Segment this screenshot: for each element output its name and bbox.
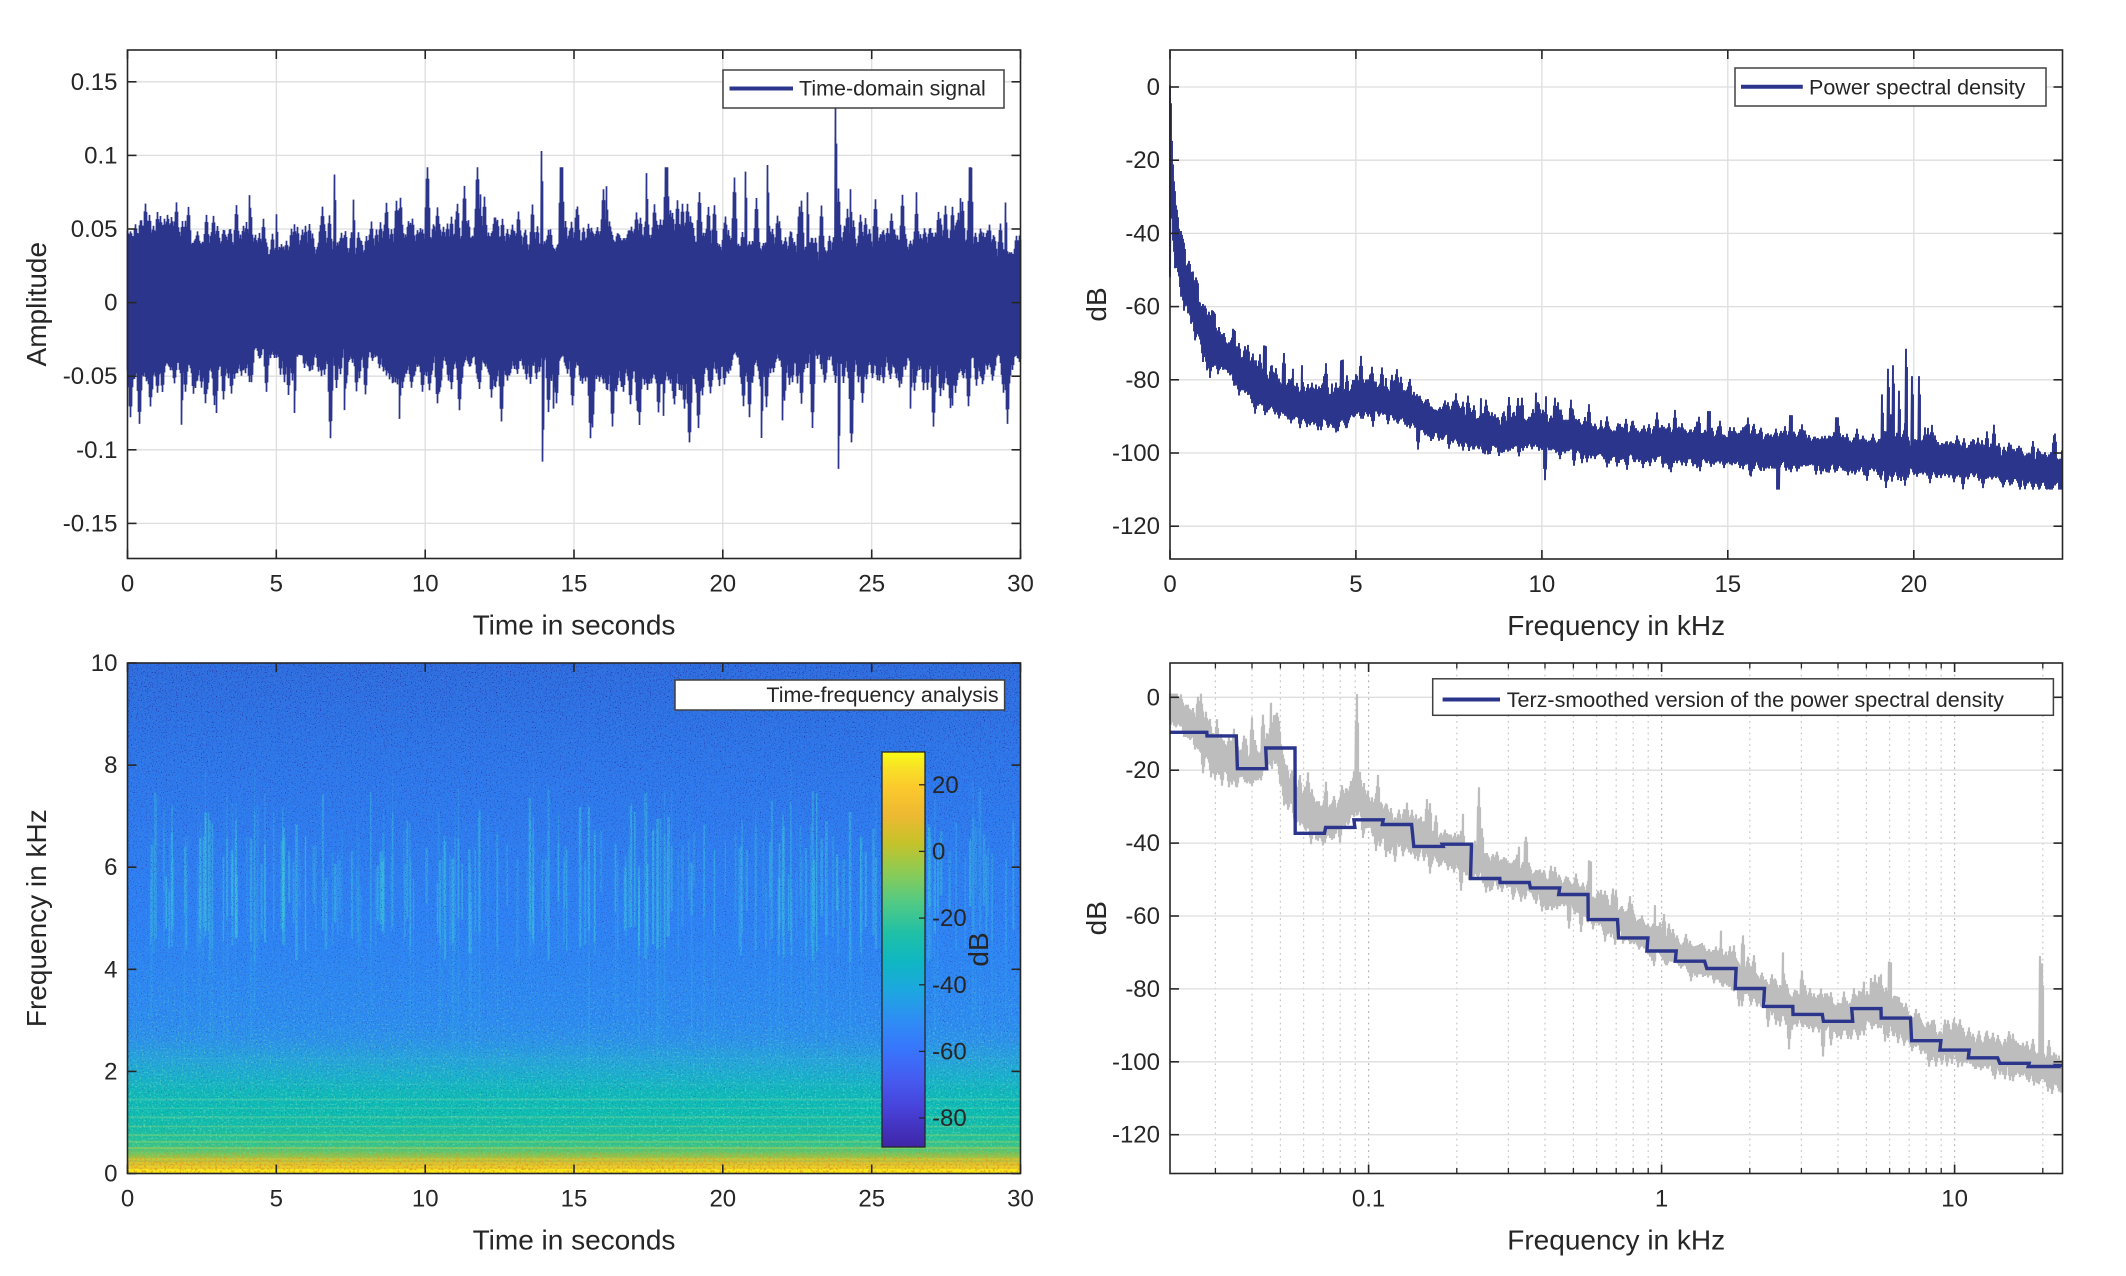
svg-text:-80: -80 [1125, 367, 1160, 394]
svg-text:-20: -20 [932, 905, 967, 932]
svg-text:-60: -60 [1125, 294, 1160, 321]
svg-text:0.15: 0.15 [71, 69, 118, 96]
svg-text:10: 10 [412, 571, 439, 598]
svg-text:5: 5 [270, 571, 283, 598]
svg-text:20: 20 [709, 571, 736, 598]
svg-text:Frequency in kHz: Frequency in kHz [1507, 1225, 1725, 1256]
svg-text:0: 0 [121, 571, 134, 598]
svg-text:-0.15: -0.15 [63, 510, 118, 537]
svg-text:2: 2 [104, 1058, 117, 1085]
svg-text:1: 1 [1655, 1186, 1668, 1213]
svg-text:10: 10 [91, 650, 118, 677]
svg-text:dB: dB [963, 932, 994, 966]
svg-text:10: 10 [1941, 1186, 1968, 1213]
svg-text:-20: -20 [1125, 757, 1160, 784]
svg-text:-40: -40 [1125, 220, 1160, 247]
svg-text:Time-frequency analysis: Time-frequency analysis [766, 683, 998, 707]
svg-text:4: 4 [104, 956, 117, 983]
svg-text:0: 0 [104, 290, 117, 317]
svg-text:5: 5 [270, 1186, 283, 1213]
svg-text:Frequency in kHz: Frequency in kHz [21, 809, 52, 1027]
svg-text:0: 0 [932, 838, 945, 865]
svg-text:0: 0 [1147, 74, 1160, 101]
svg-text:15: 15 [1714, 571, 1741, 598]
svg-text:Power spectral density: Power spectral density [1809, 75, 2026, 99]
svg-text:-40: -40 [1125, 830, 1160, 857]
svg-text:15: 15 [561, 571, 588, 598]
svg-text:0: 0 [1163, 571, 1176, 598]
svg-text:0.1: 0.1 [84, 142, 117, 169]
svg-text:Time in seconds: Time in seconds [473, 610, 676, 641]
svg-text:-40: -40 [932, 972, 967, 999]
svg-text:-120: -120 [1112, 1122, 1160, 1149]
svg-text:0: 0 [121, 1186, 134, 1213]
svg-text:25: 25 [858, 1186, 885, 1213]
svg-text:10: 10 [412, 1186, 439, 1213]
svg-text:8: 8 [104, 752, 117, 779]
svg-text:Time-domain signal: Time-domain signal [799, 77, 986, 101]
svg-text:-60: -60 [932, 1038, 967, 1065]
svg-text:20: 20 [932, 772, 959, 799]
svg-text:-80: -80 [932, 1105, 967, 1132]
svg-text:-20: -20 [1125, 147, 1160, 174]
svg-text:20: 20 [709, 1186, 736, 1213]
svg-text:Terz-smoothed version of the p: Terz-smoothed version of the power spect… [1507, 688, 2004, 712]
svg-text:-100: -100 [1112, 440, 1160, 467]
svg-text:-100: -100 [1112, 1049, 1160, 1076]
svg-text:5: 5 [1349, 571, 1362, 598]
svg-text:-60: -60 [1125, 903, 1160, 930]
svg-text:0: 0 [1147, 684, 1160, 711]
svg-text:dB: dB [1081, 901, 1112, 935]
svg-text:25: 25 [858, 571, 885, 598]
svg-text:Frequency in kHz: Frequency in kHz [1507, 610, 1725, 641]
svg-text:0.05: 0.05 [71, 216, 118, 243]
svg-text:30: 30 [1007, 1186, 1034, 1213]
svg-text:Amplitude: Amplitude [21, 242, 52, 367]
svg-text:10: 10 [1529, 571, 1556, 598]
svg-text:0.1: 0.1 [1352, 1186, 1385, 1213]
svg-text:6: 6 [104, 854, 117, 881]
svg-text:dB: dB [1081, 287, 1112, 321]
svg-text:-120: -120 [1112, 513, 1160, 540]
svg-text:-0.1: -0.1 [76, 437, 117, 464]
svg-text:0: 0 [104, 1161, 117, 1188]
svg-text:-0.05: -0.05 [63, 363, 118, 390]
svg-text:15: 15 [561, 1186, 588, 1213]
svg-text:Time in seconds: Time in seconds [473, 1225, 676, 1256]
svg-text:-80: -80 [1125, 976, 1160, 1003]
svg-text:30: 30 [1007, 571, 1034, 598]
svg-text:20: 20 [1900, 571, 1927, 598]
